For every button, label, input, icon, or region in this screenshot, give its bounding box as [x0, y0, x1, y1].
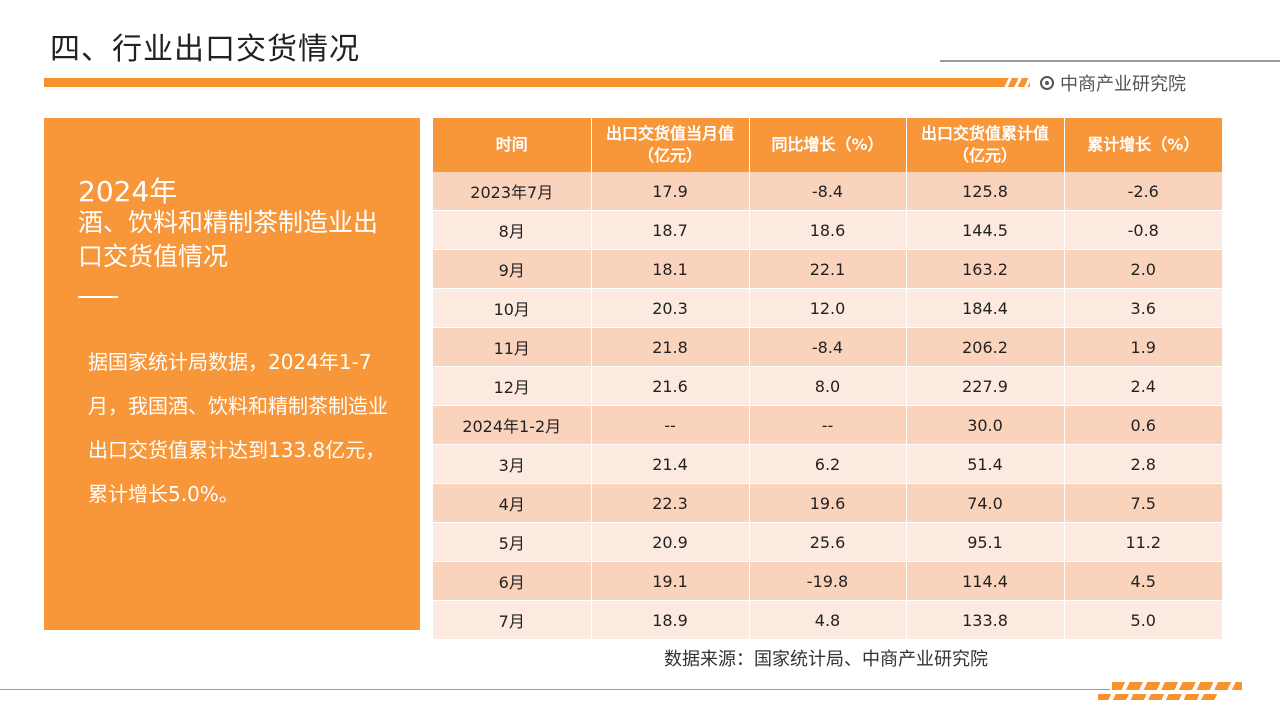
- panel-divider: [78, 296, 118, 298]
- cell-cumulative-growth: 11.2: [1064, 522, 1222, 562]
- cell-cumulative-value: 51.4: [906, 444, 1065, 484]
- cell-cumulative-growth: 5.0: [1064, 600, 1222, 640]
- cell-time: 4月: [433, 483, 592, 523]
- table-row: 2023年7月 17.9 -8.4 125.8 -2.6: [433, 172, 1222, 211]
- cell-cumulative-value: 184.4: [906, 288, 1065, 328]
- cell-yoy-growth: 4.8: [749, 600, 907, 640]
- cell-time: 10月: [433, 288, 592, 328]
- header-monthly-value: 出口交货值当月值（亿元）: [591, 118, 750, 172]
- data-source-note: 数据来源：国家统计局、中商产业研究院: [664, 649, 988, 670]
- decorative-diagonal-line: [940, 60, 1280, 62]
- page-title: 四、行业出口交货情况: [50, 32, 360, 67]
- table-row: 5月 20.9 25.6 95.1 11.2: [433, 522, 1222, 562]
- cell-yoy-growth: 25.6: [749, 522, 907, 562]
- cell-cumulative-growth: 2.4: [1064, 366, 1222, 406]
- header-time: 时间: [433, 118, 592, 172]
- logo-circle-icon: [1040, 76, 1054, 90]
- cell-yoy-growth: -19.8: [749, 561, 907, 601]
- table-row: 9月 18.1 22.1 163.2 2.0: [433, 249, 1222, 289]
- cell-time: 2024年1-2月: [433, 405, 592, 445]
- cell-monthly-value: 21.8: [591, 327, 750, 367]
- table-row: 7月 18.9 4.8 133.8 5.0: [433, 600, 1222, 640]
- table-row: 12月 21.6 8.0 227.9 2.4: [433, 366, 1222, 406]
- cell-monthly-value: 20.3: [591, 288, 750, 328]
- cell-cumulative-growth: 3.6: [1064, 288, 1222, 328]
- cell-yoy-growth: -8.4: [749, 172, 907, 211]
- brand-logo: 中商产业研究院: [1040, 70, 1186, 96]
- cell-cumulative-value: 227.9: [906, 366, 1065, 406]
- cell-cumulative-value: 144.5: [906, 210, 1065, 250]
- cell-cumulative-growth: -2.6: [1064, 172, 1222, 211]
- cell-cumulative-value: 133.8: [906, 600, 1065, 640]
- cell-yoy-growth: 22.1: [749, 249, 907, 289]
- cell-monthly-value: 21.4: [591, 444, 750, 484]
- panel-body-text: 据国家统计局数据，2024年1-7月，我国酒、饮料和精制茶制造业出口交货值累计达…: [88, 350, 388, 506]
- cell-cumulative-value: 206.2: [906, 327, 1065, 367]
- table-row: 8月 18.7 18.6 144.5 -0.8: [433, 210, 1222, 250]
- cell-yoy-growth: --: [749, 405, 907, 445]
- cell-cumulative-growth: 7.5: [1064, 483, 1222, 523]
- cell-yoy-growth: -8.4: [749, 327, 907, 367]
- panel-heading: 酒、饮料和精制茶制造业出口交货值情况: [78, 208, 379, 271]
- cell-time: 3月: [433, 444, 592, 484]
- export-delivery-table: 时间 出口交货值当月值（亿元） 同比增长（%） 出口交货值累计值（亿元） 累计增…: [433, 118, 1222, 640]
- cell-time: 5月: [433, 522, 592, 562]
- table-row: 2024年1-2月 -- -- 30.0 0.6: [433, 405, 1222, 445]
- cell-cumulative-growth: 4.5: [1064, 561, 1222, 601]
- table-row: 4月 22.3 19.6 74.0 7.5: [433, 483, 1222, 523]
- table-row: 3月 21.4 6.2 51.4 2.8: [433, 444, 1222, 484]
- footer-line: [0, 689, 1110, 690]
- cell-monthly-value: 18.9: [591, 600, 750, 640]
- table-row: 11月 21.8 -8.4 206.2 1.9: [433, 327, 1222, 367]
- cell-cumulative-growth: -0.8: [1064, 210, 1222, 250]
- cell-time: 6月: [433, 561, 592, 601]
- cell-yoy-growth: 8.0: [749, 366, 907, 406]
- footer-stripes: [1112, 682, 1242, 690]
- cell-cumulative-growth: 2.8: [1064, 444, 1222, 484]
- cell-time: 9月: [433, 249, 592, 289]
- title-underline-bar: [44, 78, 1030, 87]
- cell-monthly-value: 17.9: [591, 172, 750, 211]
- cell-cumulative-growth: 0.6: [1064, 405, 1222, 445]
- cell-time: 12月: [433, 366, 592, 406]
- cell-monthly-value: --: [591, 405, 750, 445]
- cell-time: 11月: [433, 327, 592, 367]
- header-yoy-growth: 同比增长（%）: [749, 118, 907, 172]
- cell-monthly-value: 19.1: [591, 561, 750, 601]
- cell-time: 7月: [433, 600, 592, 640]
- cell-cumulative-growth: 1.9: [1064, 327, 1222, 367]
- footer-stripes-lower: [1098, 694, 1218, 700]
- cell-time: 8月: [433, 210, 592, 250]
- cell-monthly-value: 18.7: [591, 210, 750, 250]
- header-cumulative-value: 出口交货值累计值（亿元）: [906, 118, 1065, 172]
- cell-cumulative-value: 30.0: [906, 405, 1065, 445]
- cell-cumulative-value: 114.4: [906, 561, 1065, 601]
- cell-yoy-growth: 6.2: [749, 444, 907, 484]
- header-cumulative-growth: 累计增长（%）: [1064, 118, 1222, 172]
- cell-monthly-value: 22.3: [591, 483, 750, 523]
- cell-monthly-value: 18.1: [591, 249, 750, 289]
- cell-cumulative-value: 163.2: [906, 249, 1065, 289]
- decorative-stripes: [1002, 78, 1030, 87]
- cell-cumulative-value: 95.1: [906, 522, 1065, 562]
- cell-cumulative-value: 125.8: [906, 172, 1065, 211]
- table-row: 6月 19.1 -19.8 114.4 4.5: [433, 561, 1222, 601]
- cell-yoy-growth: 18.6: [749, 210, 907, 250]
- cell-cumulative-value: 74.0: [906, 483, 1065, 523]
- panel-year: 2024年: [78, 175, 178, 208]
- cell-yoy-growth: 12.0: [749, 288, 907, 328]
- cell-yoy-growth: 19.6: [749, 483, 907, 523]
- cell-time: 2023年7月: [433, 172, 592, 211]
- table-header-row: 时间 出口交货值当月值（亿元） 同比增长（%） 出口交货值累计值（亿元） 累计增…: [433, 118, 1222, 172]
- cell-cumulative-growth: 2.0: [1064, 249, 1222, 289]
- logo-text: 中商产业研究院: [1060, 74, 1186, 95]
- cell-monthly-value: 21.6: [591, 366, 750, 406]
- cell-monthly-value: 20.9: [591, 522, 750, 562]
- summary-panel: 2024年 酒、饮料和精制茶制造业出口交货值情况 据国家统计局数据，2024年1…: [44, 118, 420, 630]
- table-row: 10月 20.3 12.0 184.4 3.6: [433, 288, 1222, 328]
